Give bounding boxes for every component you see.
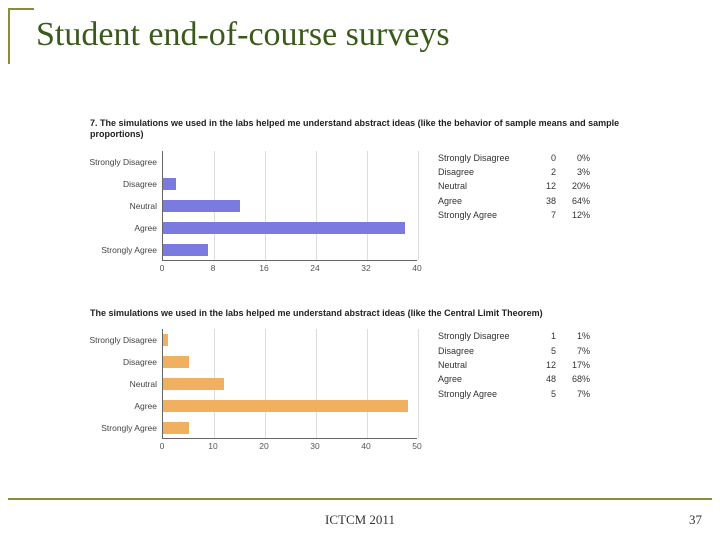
table-count: 12 [530, 358, 556, 372]
table-count: 5 [530, 344, 556, 358]
table-count: 12 [530, 179, 556, 193]
table-row: Disagree23% [438, 165, 650, 179]
table-row: Strongly Agree57% [438, 387, 650, 401]
chart-category-label: Strongly Disagree [89, 333, 157, 347]
chart-category-label: Disagree [123, 177, 157, 191]
chart-bar [163, 400, 408, 412]
chart-category-label: Disagree [123, 355, 157, 369]
chart-category-label: Strongly Agree [101, 421, 157, 435]
chart-xtick: 32 [361, 263, 370, 273]
table-percent: 3% [556, 165, 590, 179]
table-percent: 17% [556, 358, 590, 372]
table-percent: 1% [556, 329, 590, 343]
chart-gridline [418, 151, 419, 260]
table-percent: 0% [556, 151, 590, 165]
chart-category-label: Neutral [130, 199, 157, 213]
survey-question: 7. The simulations we used in the labs h… [90, 118, 650, 141]
table-percent: 20% [556, 179, 590, 193]
table-count: 48 [530, 372, 556, 386]
table-row: Neutral1217% [438, 358, 650, 372]
chart-bar-row: Agree [163, 221, 417, 235]
chart-gridline [418, 329, 419, 438]
table-count: 5 [530, 387, 556, 401]
chart-bar-row: Neutral [163, 199, 417, 213]
table-row: Strongly Disagree11% [438, 329, 650, 343]
table-row: Agree3864% [438, 194, 650, 208]
chart-bar-row: Strongly Disagree [163, 333, 417, 347]
table-label: Strongly Agree [438, 208, 530, 222]
table-label: Strongly Agree [438, 387, 530, 401]
table-row: Neutral1220% [438, 179, 650, 193]
table-label: Agree [438, 194, 530, 208]
frame-corner [8, 8, 34, 64]
chart-category-label: Agree [134, 221, 157, 235]
chart-category-label: Strongly Agree [101, 243, 157, 257]
table-label: Agree [438, 372, 530, 386]
table-count: 0 [530, 151, 556, 165]
chart-category-label: Agree [134, 399, 157, 413]
table-label: Strongly Disagree [438, 329, 530, 343]
table-percent: 64% [556, 194, 590, 208]
chart-category-label: Strongly Disagree [89, 155, 157, 169]
table-count: 7 [530, 208, 556, 222]
table-count: 2 [530, 165, 556, 179]
chart-bar-row: Neutral [163, 377, 417, 391]
chart-xtick: 40 [412, 263, 421, 273]
table-percent: 12% [556, 208, 590, 222]
chart-bar-row: Agree [163, 399, 417, 413]
table-count: 1 [530, 329, 556, 343]
survey-question: The simulations we used in the labs help… [90, 308, 650, 319]
chart-category-label: Neutral [130, 377, 157, 391]
chart-bar [163, 200, 240, 212]
chart-bar [163, 334, 168, 346]
table-percent: 7% [556, 344, 590, 358]
chart-bar [163, 222, 405, 234]
table-count: 38 [530, 194, 556, 208]
chart-xtick: 50 [412, 441, 421, 451]
table-percent: 7% [556, 387, 590, 401]
frame-bottom-rule [8, 498, 712, 500]
table-row: Disagree57% [438, 344, 650, 358]
table-row: Strongly Agree712% [438, 208, 650, 222]
chart-bar-row: Disagree [163, 177, 417, 191]
survey-chart: Strongly Disagree Disagree Neutral Agree Str… [90, 329, 420, 453]
chart-xtick: 8 [211, 263, 216, 273]
table-label: Strongly Disagree [438, 151, 530, 165]
chart-xtick: 0 [160, 441, 165, 451]
table-row: Strongly Disagree00% [438, 151, 650, 165]
chart-bar [163, 422, 189, 434]
chart-bar-row: Strongly Disagree [163, 155, 417, 169]
chart-bar [163, 378, 224, 390]
chart-xtick: 10 [208, 441, 217, 451]
survey-block: The simulations we used in the labs help… [90, 308, 650, 453]
chart-xtick: 20 [259, 441, 268, 451]
chart-xtick: 16 [259, 263, 268, 273]
table-label: Neutral [438, 179, 530, 193]
table-label: Neutral [438, 358, 530, 372]
chart-bar-row: Strongly Agree [163, 243, 417, 257]
table-row: Agree4868% [438, 372, 650, 386]
chart-bar [163, 244, 208, 256]
chart-xtick: 30 [310, 441, 319, 451]
survey-table: Strongly Disagree11%Disagree57%Neutral12… [438, 329, 650, 453]
chart-xtick: 24 [310, 263, 319, 273]
table-label: Disagree [438, 344, 530, 358]
chart-bar [163, 178, 176, 190]
chart-bar-row: Disagree [163, 355, 417, 369]
table-label: Disagree [438, 165, 530, 179]
survey-block: 7. The simulations we used in the labs h… [90, 118, 650, 275]
chart-bar [163, 356, 189, 368]
page-title: Student end-of-course surveys [36, 16, 450, 54]
chart-bar-row: Strongly Agree [163, 421, 417, 435]
survey-chart: Strongly Disagree Disagree Neutral Agree Str… [90, 151, 420, 275]
table-percent: 68% [556, 372, 590, 386]
footer-venue: ICTCM 2011 [0, 512, 720, 528]
survey-table: Strongly Disagree00%Disagree23%Neutral12… [438, 151, 650, 275]
chart-xtick: 0 [160, 263, 165, 273]
footer-page-number: 37 [689, 512, 702, 528]
chart-xtick: 40 [361, 441, 370, 451]
